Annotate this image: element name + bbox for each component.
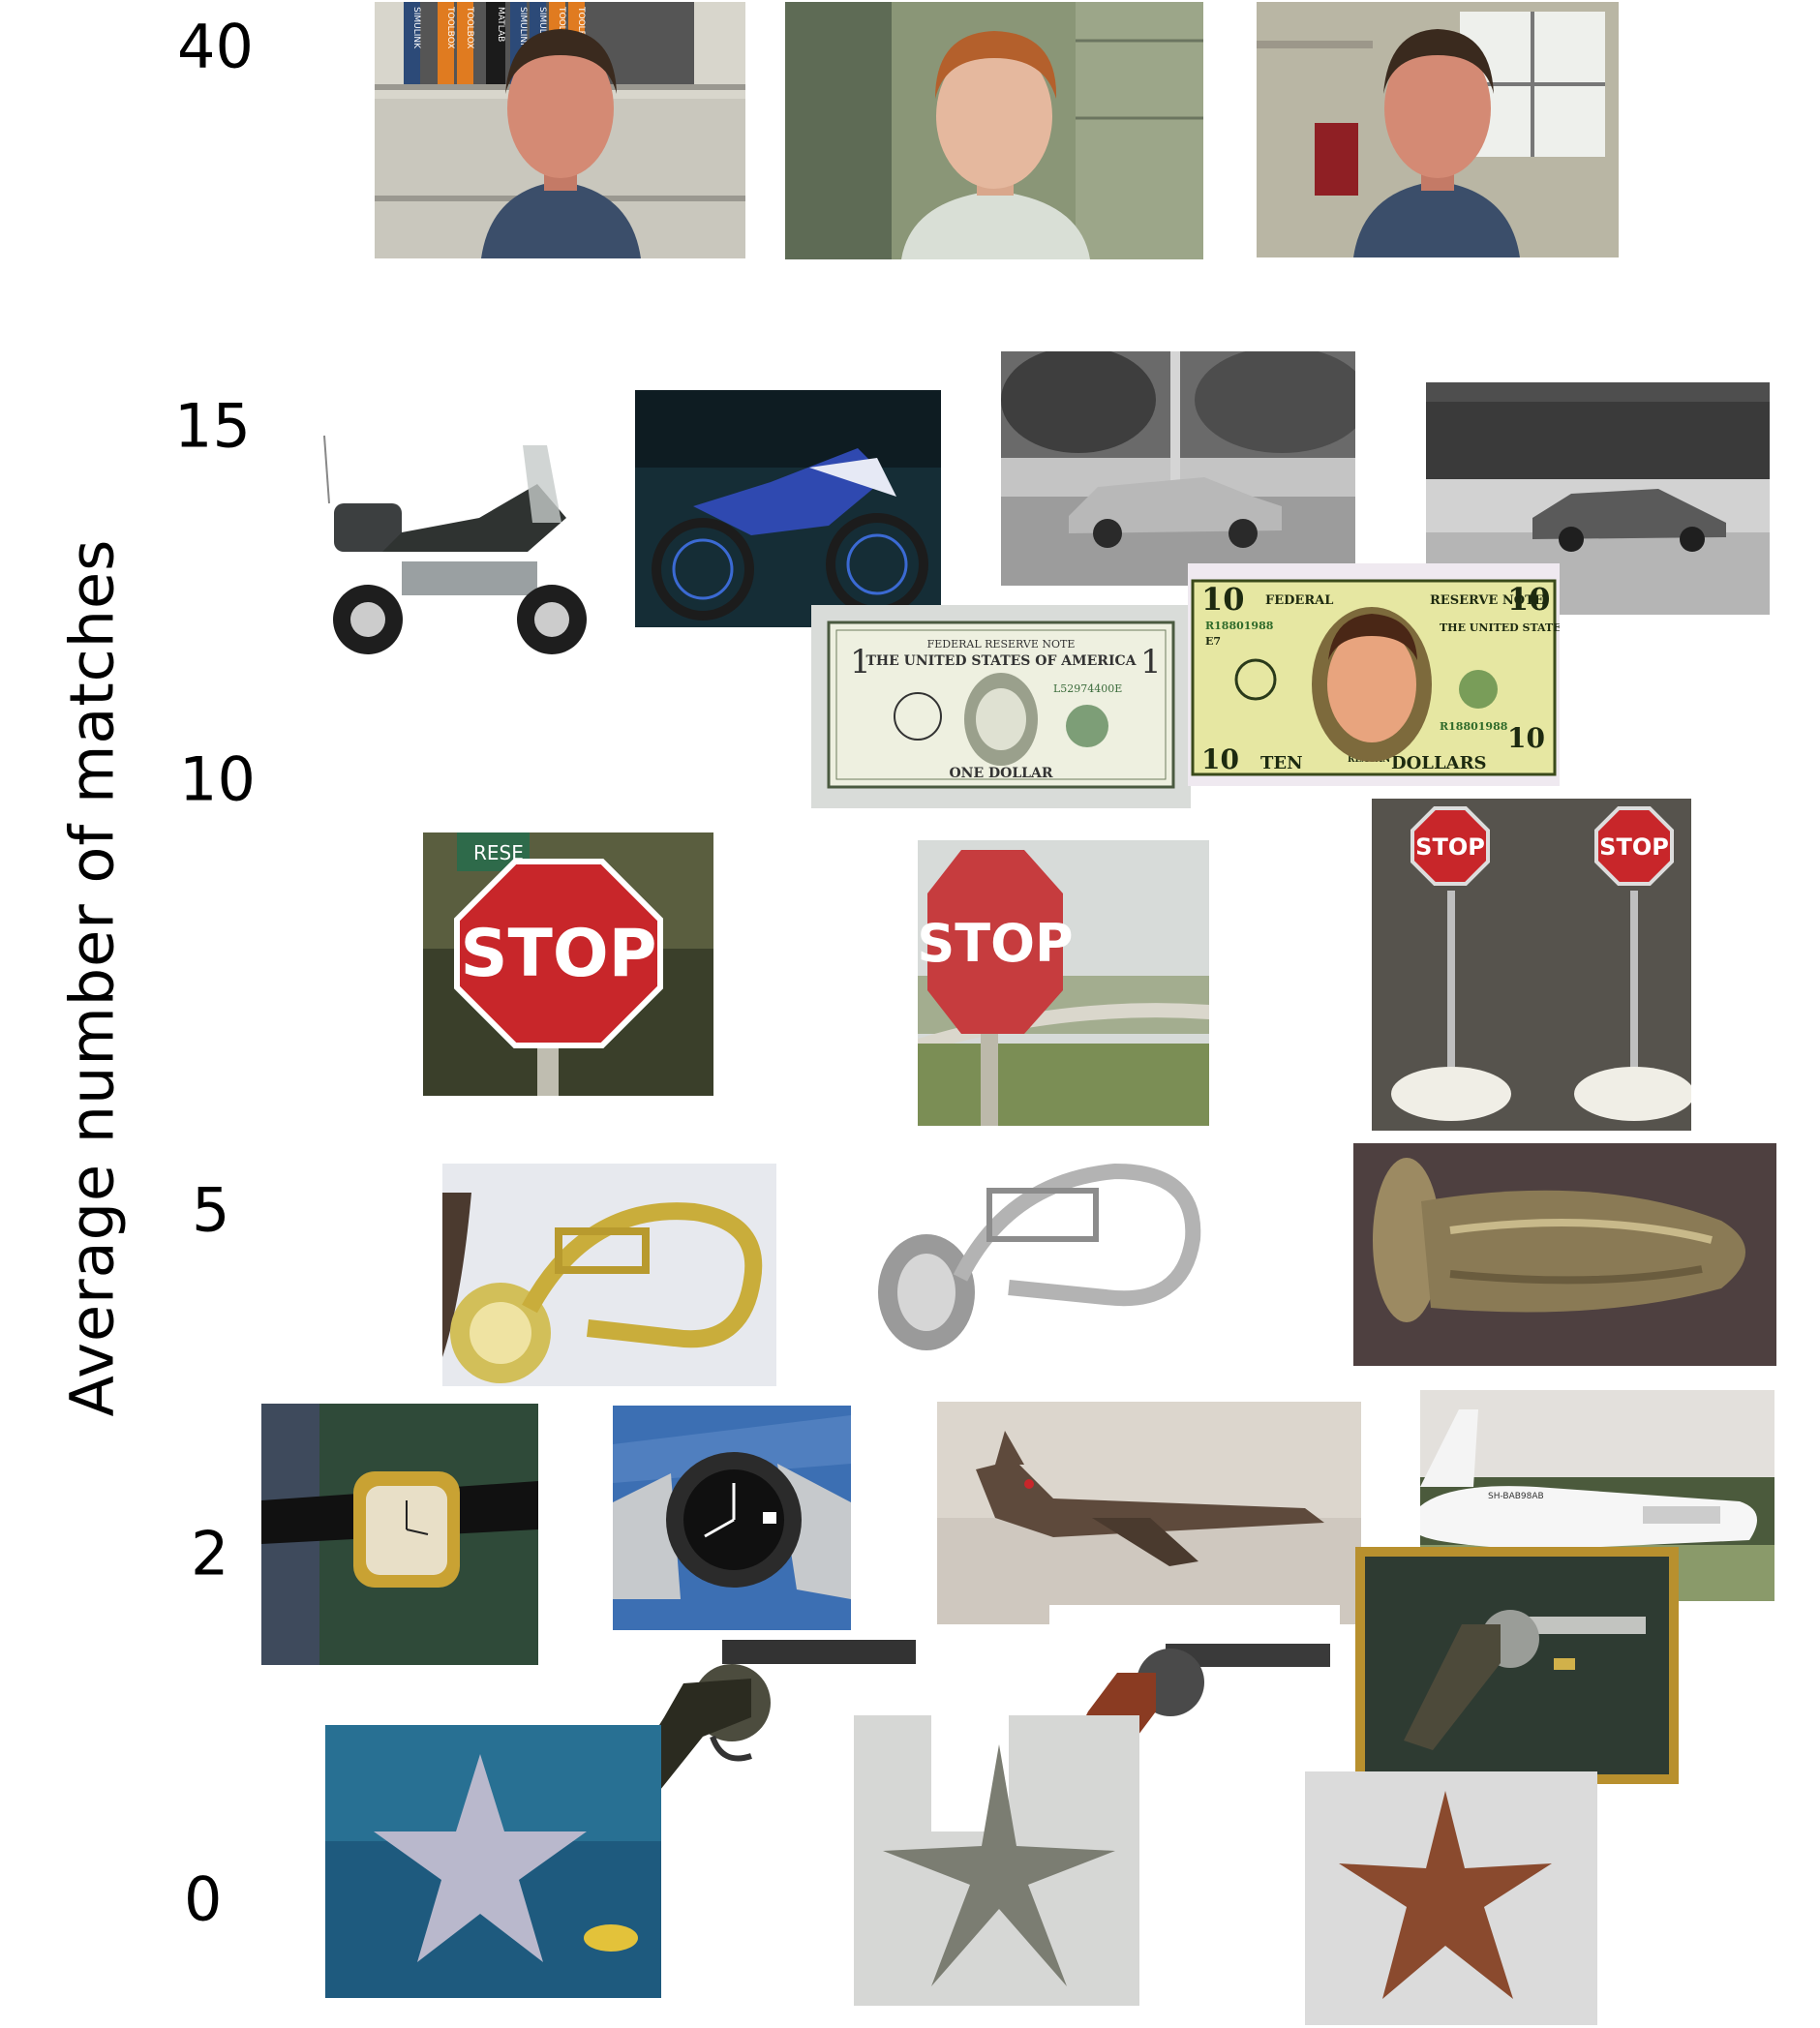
tick-0: 0	[184, 1863, 223, 1935]
dollar-denomination: ONE DOLLAR	[949, 766, 1052, 781]
dollar-country: THE UNITED STATES OF AMERICA	[865, 653, 1137, 669]
dirt-bike-photo	[635, 390, 941, 627]
dollar-bill-photo: FEDERAL RESERVE NOTE THE UNITED STATES O…	[811, 605, 1191, 808]
ten-corner-tr: 10	[1507, 581, 1551, 618]
stop-sign-road-text: STOP	[918, 913, 1074, 974]
revolver-target-photo	[1049, 1605, 1340, 1801]
euphonium-silver-photo	[873, 1142, 1206, 1360]
tick-40: 40	[177, 11, 254, 82]
tick-2: 2	[191, 1518, 229, 1589]
ten-corner-tl: 10	[1201, 581, 1245, 618]
stop-sign-field-photo: RESE STOP	[423, 832, 713, 1096]
spine-3: TOOLBOX	[465, 6, 474, 48]
stop-model-left-text: STOP	[1415, 833, 1485, 861]
ten-left-header: FEDERAL	[1265, 593, 1333, 608]
stop-model-right-text: STOP	[1599, 833, 1669, 861]
euphonium-gold-photo	[442, 1164, 776, 1386]
face-photo-1: SIMULINK TOOLBOX TOOLBOX MATLAB SIMULINK…	[375, 2, 745, 258]
ten-word: TEN	[1260, 753, 1303, 773]
spine-8: TOOLBOX	[576, 6, 586, 48]
dollar-header: FEDERAL RESERVE NOTE	[927, 638, 1076, 651]
spine-4: MATLAB	[496, 7, 505, 42]
ten-country: THE UNITED STATES OF AMERICA	[1440, 621, 1560, 634]
ten-serial-bottom: R18801988	[1440, 720, 1508, 733]
tuba-dark-photo	[1353, 1143, 1776, 1366]
ten-dollar-bill-photo: FEDERAL RESERVE NOTE 10 10 THE UNITED ST…	[1188, 563, 1560, 786]
starfish-silver-photo	[854, 1715, 1139, 2006]
harrier-jet-photo	[937, 1402, 1361, 1624]
cargo-plane-code: SH-BAB98AB	[1488, 1492, 1544, 1501]
spine-7: TOOLBOX	[557, 6, 566, 48]
stop-sign-models-photo: STOP STOP	[1372, 799, 1691, 1131]
wristwatch-gold-photo	[261, 1404, 538, 1665]
sedan-street-photo	[1001, 351, 1355, 586]
y-axis-label: Average number of matches	[56, 538, 128, 1417]
ten-dollars: DOLLARS	[1391, 753, 1487, 773]
spine-1: SIMULINK	[411, 7, 421, 49]
stop-sign-field-text: STOP	[460, 916, 656, 992]
touring-motorcycle-photo	[286, 426, 618, 663]
face-photo-2	[785, 2, 1203, 259]
ten-district: E7	[1205, 635, 1221, 648]
spine-6: SIMULINK	[537, 7, 547, 49]
revolver-framed-photo	[1355, 1547, 1679, 1784]
face-photo-3	[1257, 2, 1619, 257]
dollar-corner-left: 1	[850, 643, 871, 681]
dollar-serial: L52974400E	[1053, 682, 1122, 695]
wristwatch-steel-photo	[613, 1406, 851, 1630]
starfish-aquarium-photo	[325, 1725, 661, 1998]
ten-corner-br: 10	[1507, 722, 1545, 754]
tick-10: 10	[179, 743, 256, 815]
ten-right-header: RESERVE NOTE	[1430, 593, 1544, 608]
ten-corner-bl: 10	[1201, 743, 1239, 775]
tick-15: 15	[174, 390, 251, 462]
starfish-brown-photo	[1305, 1771, 1597, 2025]
spine-2: TOOLBOX	[445, 6, 455, 48]
ten-serial-top: R18801988	[1205, 620, 1274, 632]
tick-5: 5	[192, 1174, 230, 1246]
stop-sign-road-photo: STOP	[918, 840, 1209, 1126]
dollar-corner-right: 1	[1140, 643, 1162, 681]
spine-5: SIMULINK	[518, 7, 528, 49]
